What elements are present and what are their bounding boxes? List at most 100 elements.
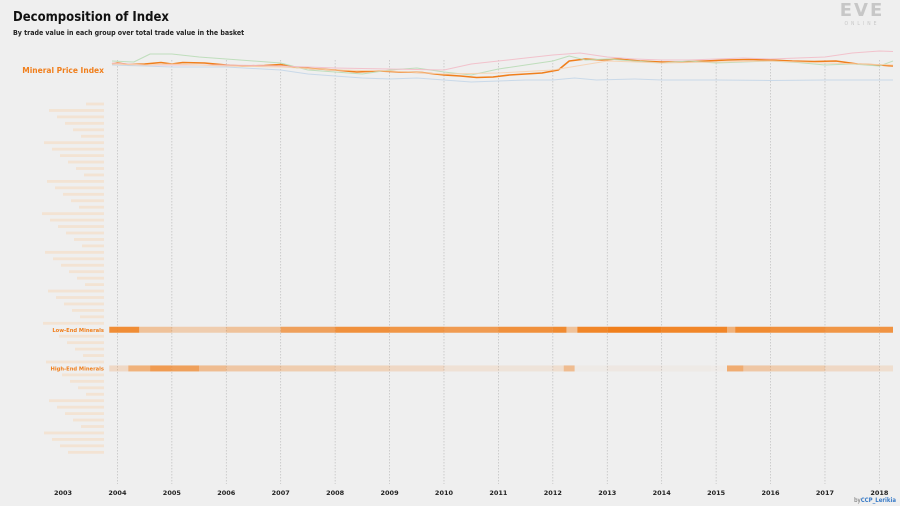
faint-row-label-31 bbox=[64, 302, 104, 306]
x-tick-label-2016: 2016 bbox=[761, 489, 780, 497]
heatmap-row-label-0: Low-End Minerals bbox=[52, 328, 104, 334]
faint-row-label-50 bbox=[81, 425, 104, 428]
faint-row-label-38 bbox=[75, 347, 104, 351]
faint-row-label-54 bbox=[68, 450, 104, 454]
x-tick-label-2012: 2012 bbox=[544, 489, 562, 497]
heatmap-cell bbox=[389, 365, 444, 372]
component-line-2 bbox=[111, 50, 894, 71]
heatmap-cell bbox=[552, 365, 564, 372]
faint-row-label-30 bbox=[56, 296, 104, 299]
heatmap-cell bbox=[335, 365, 390, 372]
heatmap-cell bbox=[443, 365, 499, 372]
heatmap-cell bbox=[443, 326, 499, 333]
component-line-3 bbox=[111, 64, 893, 83]
heatmap-cell bbox=[661, 326, 727, 333]
heatmap-cell bbox=[171, 326, 227, 333]
faint-row-label-20 bbox=[66, 231, 104, 235]
x-tick-label-2009: 2009 bbox=[381, 489, 400, 497]
faint-row-label-26 bbox=[69, 270, 104, 274]
faint-row-label-1 bbox=[49, 109, 104, 112]
heatmap-row-label-1: High-End Minerals bbox=[50, 366, 104, 372]
faint-row-label-22 bbox=[82, 244, 104, 248]
faint-row-label-25 bbox=[61, 263, 104, 267]
x-tick-label-2011: 2011 bbox=[489, 489, 508, 497]
x-tick-label-2017: 2017 bbox=[816, 489, 834, 497]
x-tick-label-2015: 2015 bbox=[707, 489, 726, 497]
heatmap-cell bbox=[607, 326, 662, 333]
faint-row-label-4 bbox=[73, 128, 104, 132]
heatmap-cell bbox=[566, 326, 578, 333]
heatmap-cell bbox=[139, 326, 172, 333]
faint-row-label-36 bbox=[59, 334, 104, 338]
x-tick-label-2010: 2010 bbox=[435, 489, 454, 497]
heatmap-cell bbox=[389, 326, 444, 333]
heatmap-cell bbox=[824, 365, 880, 372]
heatmap-cell bbox=[770, 365, 825, 372]
faint-row-label-42 bbox=[62, 373, 104, 377]
heatmap-cell bbox=[879, 365, 893, 372]
faint-row-label-28 bbox=[85, 283, 104, 286]
heatmap-cell bbox=[563, 365, 575, 372]
x-tick-label-2013: 2013 bbox=[598, 489, 616, 497]
faint-row-label-21 bbox=[74, 238, 104, 241]
faint-row-label-39 bbox=[83, 354, 104, 357]
heatmap-cell bbox=[727, 326, 736, 333]
heatmap-cell bbox=[199, 365, 227, 372]
faint-row-label-3 bbox=[65, 121, 104, 125]
x-tick-label-2018: 2018 bbox=[870, 489, 889, 497]
heatmap-cell bbox=[574, 365, 608, 372]
heatmap-cell bbox=[770, 326, 825, 333]
heatmap-cell bbox=[498, 326, 553, 333]
faint-row-label-47 bbox=[57, 405, 104, 409]
heatmap-cell bbox=[743, 365, 771, 372]
heatmap-cell bbox=[226, 326, 281, 333]
faint-row-label-24 bbox=[53, 257, 104, 261]
faint-row-label-15 bbox=[71, 199, 104, 203]
heatmap-cell bbox=[109, 365, 129, 372]
faint-row-label-14 bbox=[63, 192, 104, 196]
faint-row-label-37 bbox=[67, 341, 104, 345]
index-line bbox=[111, 58, 894, 79]
heatmap-cell bbox=[661, 365, 711, 372]
faint-row-label-7 bbox=[52, 147, 104, 151]
faint-row-label-23 bbox=[45, 250, 104, 254]
faint-row-label-19 bbox=[58, 225, 104, 228]
x-tick-label-2006: 2006 bbox=[217, 489, 236, 497]
x-tick-label-2014: 2014 bbox=[653, 489, 672, 497]
credit-prefix: by bbox=[854, 497, 861, 504]
faint-row-label-33 bbox=[80, 315, 104, 319]
faint-row-label-16 bbox=[79, 205, 104, 209]
heatmap-cell bbox=[735, 326, 771, 333]
x-tick-label-2003: 2003 bbox=[54, 489, 72, 497]
heatmap-cell bbox=[280, 326, 336, 333]
credit-handle: CCP_Lerikia bbox=[860, 497, 896, 504]
x-tick-label-2008: 2008 bbox=[326, 489, 345, 497]
faint-row-label-17 bbox=[42, 212, 104, 216]
faint-row-label-53 bbox=[60, 444, 104, 448]
index-label: Mineral Price Index bbox=[22, 66, 104, 75]
faint-row-label-9 bbox=[68, 160, 104, 164]
heatmap-cell bbox=[128, 365, 151, 372]
logo-subtext: ONLINE bbox=[844, 21, 880, 27]
faint-row-label-11 bbox=[84, 173, 104, 177]
author-credit: byCCP_Lerikia bbox=[854, 497, 896, 504]
faint-row-label-0 bbox=[86, 102, 104, 106]
heatmap-cell bbox=[879, 326, 893, 333]
faint-row-label-49 bbox=[73, 418, 104, 422]
eve-online-logo: EVE ONLINE bbox=[830, 2, 894, 28]
faint-row-label-27 bbox=[77, 276, 104, 280]
chart-title: Decomposition of Index bbox=[13, 10, 169, 25]
faint-row-label-40 bbox=[46, 360, 104, 364]
heatmap-cell bbox=[577, 326, 608, 333]
faint-row-label-32 bbox=[72, 309, 104, 312]
heatmap-cell bbox=[150, 365, 172, 372]
x-tick-label-2004: 2004 bbox=[108, 489, 127, 497]
heatmap-cell bbox=[280, 365, 336, 372]
x-tick-label-2007: 2007 bbox=[272, 489, 290, 497]
faint-row-label-2 bbox=[57, 115, 104, 119]
heatmap-cell bbox=[498, 365, 553, 372]
heatmap-cell bbox=[824, 326, 880, 333]
faint-row-label-52 bbox=[52, 438, 104, 441]
faint-row-label-46 bbox=[49, 399, 104, 403]
